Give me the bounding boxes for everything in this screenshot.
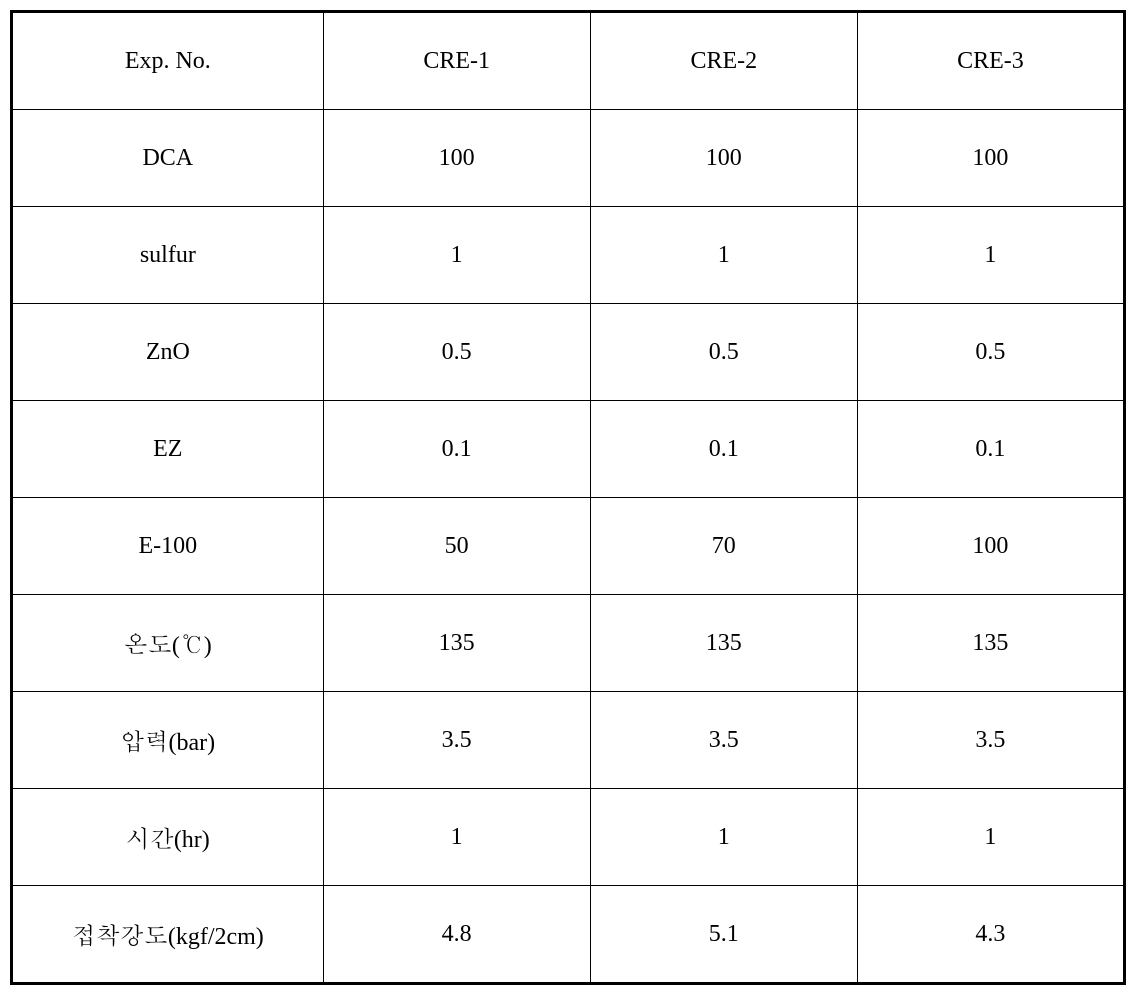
- table-row: E-100 50 70 100: [12, 498, 1125, 595]
- cell: 135: [857, 595, 1124, 692]
- row-label: ZnO: [12, 304, 324, 401]
- cell: 1: [590, 789, 857, 886]
- row-label: DCA: [12, 110, 324, 207]
- cell: 0.1: [590, 401, 857, 498]
- data-table: Exp. No. CRE-1 CRE-2 CRE-3 DCA 100 100 1…: [10, 10, 1126, 985]
- cell: 5.1: [590, 886, 857, 984]
- table-row: sulfur 1 1 1: [12, 207, 1125, 304]
- table-row: 시간(hr) 1 1 1: [12, 789, 1125, 886]
- cell: 1: [590, 207, 857, 304]
- cell: 3.5: [323, 692, 590, 789]
- cell: 100: [857, 498, 1124, 595]
- cell: 4.8: [323, 886, 590, 984]
- table-row: DCA 100 100 100: [12, 110, 1125, 207]
- cell: 1: [857, 207, 1124, 304]
- cell: 0.1: [857, 401, 1124, 498]
- col-header: CRE-2: [590, 12, 857, 110]
- cell: 135: [323, 595, 590, 692]
- table-header-row: Exp. No. CRE-1 CRE-2 CRE-3: [12, 12, 1125, 110]
- row-label: 접착강도(kgf/2cm): [12, 886, 324, 984]
- cell: 3.5: [857, 692, 1124, 789]
- cell: 50: [323, 498, 590, 595]
- col-header: CRE-3: [857, 12, 1124, 110]
- row-label: sulfur: [12, 207, 324, 304]
- cell: 100: [857, 110, 1124, 207]
- cell: 1: [323, 789, 590, 886]
- table-row: ZnO 0.5 0.5 0.5: [12, 304, 1125, 401]
- cell: 0.1: [323, 401, 590, 498]
- table-row: 압력(bar) 3.5 3.5 3.5: [12, 692, 1125, 789]
- col-header: Exp. No.: [12, 12, 324, 110]
- cell: 1: [323, 207, 590, 304]
- cell: 0.5: [590, 304, 857, 401]
- col-header: CRE-1: [323, 12, 590, 110]
- cell: 0.5: [323, 304, 590, 401]
- table-row: EZ 0.1 0.1 0.1: [12, 401, 1125, 498]
- row-label: E-100: [12, 498, 324, 595]
- row-label: 시간(hr): [12, 789, 324, 886]
- cell: 135: [590, 595, 857, 692]
- row-label: EZ: [12, 401, 324, 498]
- cell: 70: [590, 498, 857, 595]
- cell: 3.5: [590, 692, 857, 789]
- cell: 100: [323, 110, 590, 207]
- row-label: 압력(bar): [12, 692, 324, 789]
- cell: 1: [857, 789, 1124, 886]
- row-label: 온도(℃): [12, 595, 324, 692]
- cell: 4.3: [857, 886, 1124, 984]
- table-row: 접착강도(kgf/2cm) 4.8 5.1 4.3: [12, 886, 1125, 984]
- table-row: 온도(℃) 135 135 135: [12, 595, 1125, 692]
- cell: 0.5: [857, 304, 1124, 401]
- cell: 100: [590, 110, 857, 207]
